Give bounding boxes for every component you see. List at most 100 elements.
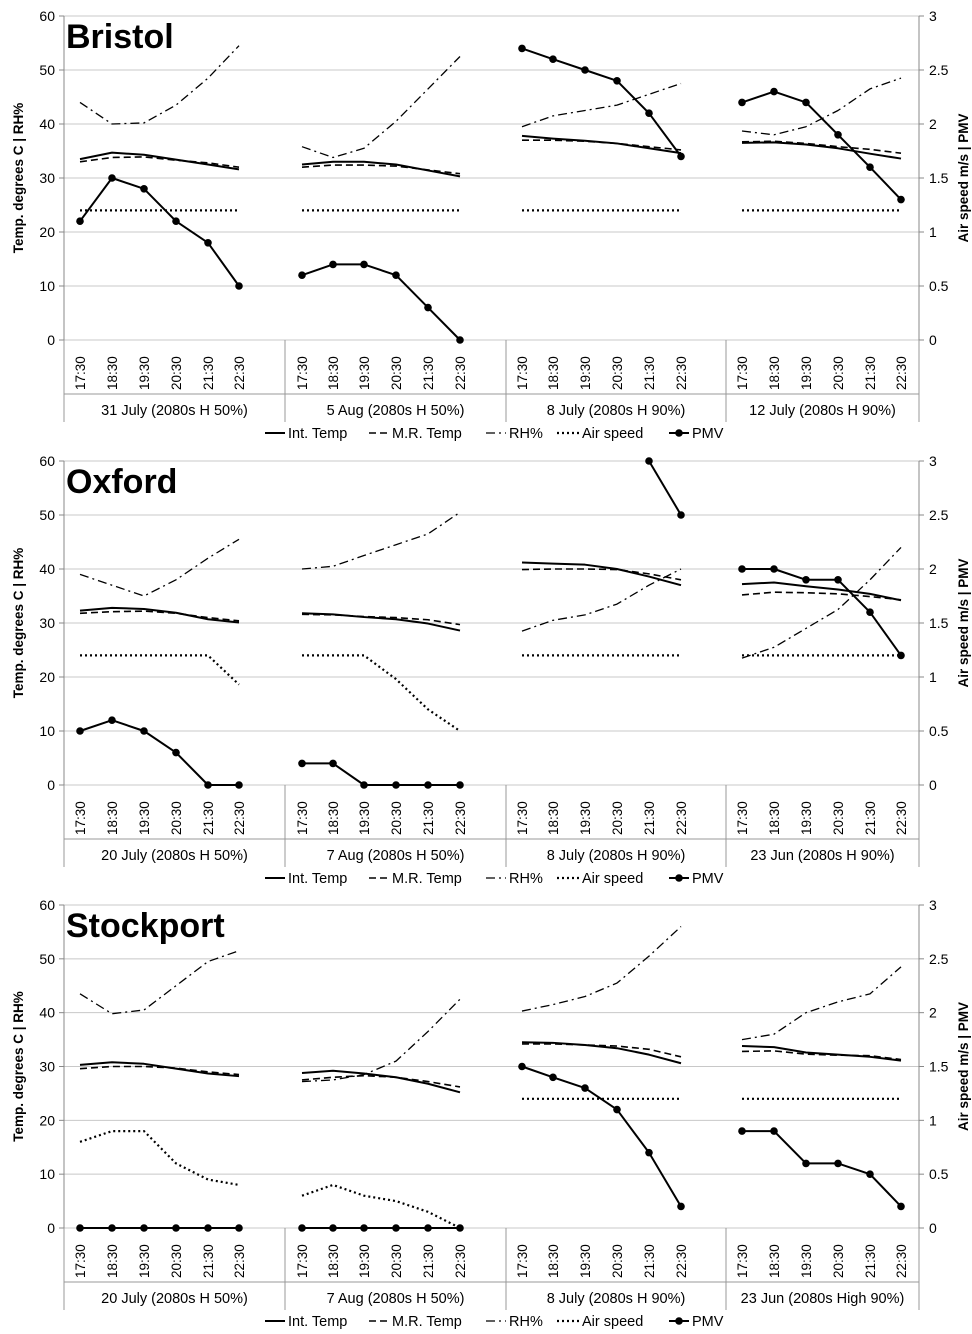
x-group-label: 23 Jun (2080s High 90%): [741, 1291, 905, 1307]
pmv-point: [897, 195, 905, 204]
x-tick-label: 17:30: [73, 801, 88, 835]
x-group-label: 8 July (2080s H 90%): [547, 848, 686, 864]
y2-tick-label: 3: [929, 8, 937, 24]
y2-axis-label: Air speed m/s | PMV: [956, 558, 971, 687]
pmv-point: [298, 1224, 306, 1232]
pmv-point: [613, 1105, 621, 1114]
pmv-point: [802, 576, 810, 584]
series-line-rh: [741, 546, 902, 659]
x-tick-label: 19:30: [137, 801, 152, 835]
pmv-point: [581, 66, 589, 74]
pmv-point: [108, 716, 116, 724]
x-tick-label: 18:30: [105, 356, 120, 390]
x-group-label: 8 July (2080s H 90%): [547, 403, 686, 419]
series-line-int-temp: [301, 1069, 461, 1094]
legend-label: M.R. Temp: [392, 1314, 462, 1330]
series-line-rh: [741, 966, 902, 1041]
series-line-rh: [79, 538, 240, 597]
x-tick-label: 17:30: [73, 1244, 88, 1278]
x-tick-label: 19:30: [137, 356, 152, 390]
y-tick-label: 50: [39, 507, 55, 523]
pmv-point: [456, 1224, 464, 1232]
x-tick-label: 21:30: [863, 356, 878, 390]
y2-tick-label: 0.5: [929, 723, 949, 739]
x-tick-label: 22:30: [894, 356, 909, 390]
series-line-int-temp: [741, 1045, 902, 1062]
legend-label: M.R. Temp: [392, 426, 462, 442]
pmv-point: [424, 781, 432, 789]
x-tick-label: 18:30: [767, 801, 782, 835]
legend-label: PMV: [692, 1314, 724, 1330]
chart-title: Bristol: [66, 18, 174, 56]
legend-label: RH%: [509, 1314, 543, 1330]
series-line-rh: [301, 511, 461, 570]
pmv-point: [456, 781, 464, 789]
pmv-point: [204, 239, 212, 247]
x-tick-label: 22:30: [674, 1244, 689, 1278]
x-tick-label: 18:30: [767, 1244, 782, 1278]
y2-tick-label: 2.5: [929, 951, 949, 967]
series-line-rh: [301, 56, 461, 159]
x-tick-label: 17:30: [735, 1244, 750, 1278]
x-tick-label: 19:30: [578, 1244, 593, 1278]
series-line-pmv: [742, 1130, 902, 1208]
x-group-label: 7 Aug (2080s H 50%): [327, 1291, 465, 1307]
x-tick-label: 18:30: [326, 801, 341, 835]
x-tick-label: 21:30: [642, 356, 657, 390]
y-tick-label: 30: [39, 170, 55, 186]
x-group-label: 8 July (2080s H 90%): [547, 1291, 686, 1307]
series-line-mr-temp: [521, 568, 682, 581]
x-tick-label: 21:30: [421, 356, 436, 390]
series-line-rh: [741, 77, 902, 136]
y-tick-label: 10: [39, 278, 55, 294]
pmv-point: [172, 1224, 180, 1232]
pmv-point: [834, 1159, 842, 1168]
y2-tick-label: 3: [929, 897, 937, 913]
chart-panel: 0 10 20 30 40 50 60 0 0.5 1 1.5 2 2.5 3 17:30 18:30 19:3…: [11, 897, 971, 1330]
y-axis-label: Temp. degrees C | RH%: [11, 548, 26, 699]
y-tick-label: 20: [39, 669, 55, 685]
y2-tick-label: 1.5: [929, 615, 949, 631]
pmv-point: [76, 217, 84, 225]
series-line-pmv: [301, 263, 461, 341]
y-tick-label: 30: [39, 1059, 55, 1075]
series-line-air-speed: [79, 1129, 240, 1187]
pmv-point: [770, 87, 778, 96]
y-axis-label: Temp. degrees C | RH%: [11, 991, 26, 1142]
x-group-label: 23 Jun (2080s H 90%): [750, 848, 894, 864]
x-tick-label: 20:30: [169, 1244, 184, 1278]
pmv-point: [518, 1062, 526, 1071]
pmv-point: [834, 131, 842, 139]
pmv-point: [204, 781, 212, 789]
pmv-point: [140, 727, 148, 735]
y2-tick-label: 1: [929, 669, 937, 685]
x-tick-label: 21:30: [863, 801, 878, 835]
x-tick-label: 18:30: [546, 1244, 561, 1278]
y-tick-label: 50: [39, 62, 55, 78]
pmv-point: [76, 1224, 84, 1232]
pmv-point: [866, 163, 874, 171]
y-axis-label: Temp. degrees C | RH%: [11, 103, 26, 254]
legend-label: RH%: [509, 426, 543, 442]
pmv-point: [802, 98, 810, 107]
x-group-label: 5 Aug (2080s H 50%): [327, 403, 465, 419]
pmv-point: [897, 651, 905, 660]
x-tick-label: 20:30: [610, 356, 625, 390]
series-line-air-speed: [80, 654, 240, 686]
y-tick-label: 60: [39, 897, 55, 913]
legend-marker: [675, 1317, 683, 1325]
x-tick-label: 20:30: [831, 801, 846, 835]
pmv-point: [581, 1084, 589, 1092]
y-tick-label: 10: [39, 1166, 55, 1182]
pmv-point: [834, 576, 842, 584]
x-tick-label: 19:30: [578, 356, 593, 390]
x-tick-label: 20:30: [169, 801, 184, 835]
pmv-point: [456, 336, 464, 344]
series-line-pmv: [521, 1065, 682, 1207]
x-tick-label: 21:30: [201, 356, 216, 390]
x-tick-label: 22:30: [453, 356, 468, 390]
pmv-point: [549, 55, 557, 63]
x-tick-label: 22:30: [232, 356, 247, 390]
x-tick-label: 22:30: [894, 801, 909, 835]
series-line-rh: [521, 926, 682, 1012]
